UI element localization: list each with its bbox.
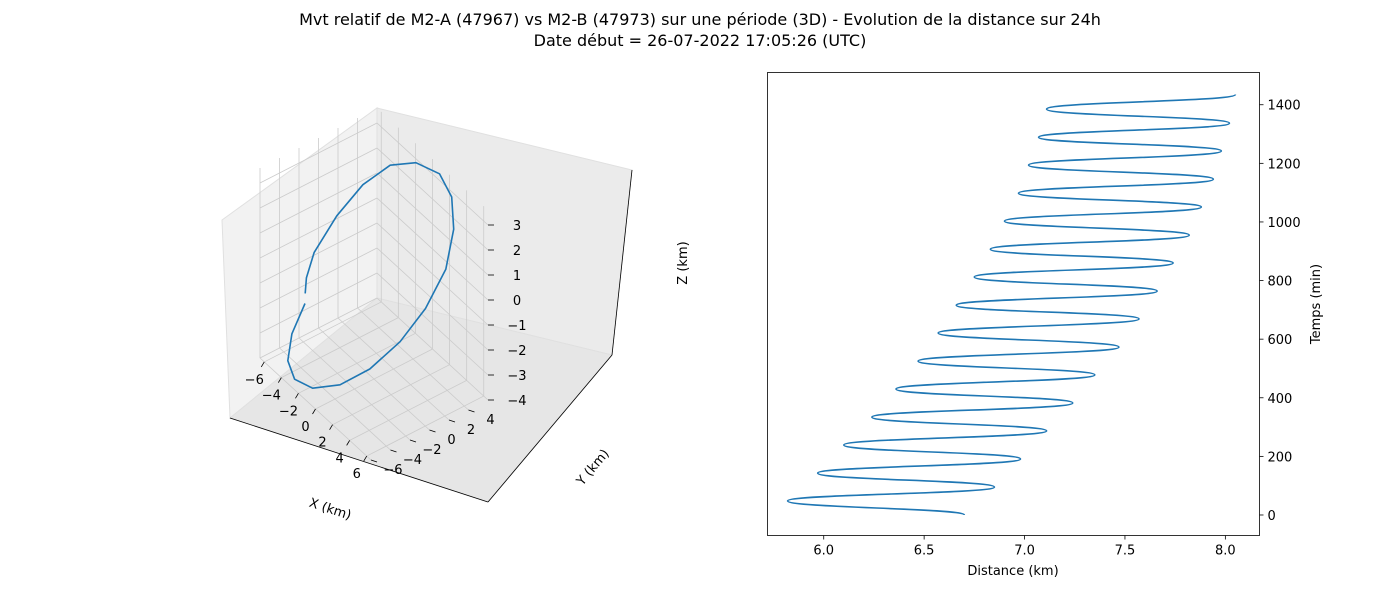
- y-tick-label: 600: [1268, 333, 1293, 348]
- y-axis-label: Y (km): [573, 447, 612, 490]
- z-tick-label: 2: [513, 244, 521, 259]
- x-tick-mark: [295, 393, 299, 399]
- ticks-2d: 6.0 6.5 7.0 7.5 8.0 0 200 400 600 800 1000 1200 1400: [813, 99, 1300, 559]
- x-tick-label: 7.0: [1014, 544, 1035, 559]
- z-axis-label: Z (km): [676, 241, 691, 284]
- grid-z-back: [376, 172, 489, 276]
- title-line-1: Mvt relatif de M2-A (47967) vs M2-B (479…: [299, 10, 1101, 29]
- grid-z-back: [376, 297, 489, 401]
- x-axis-label: X (km): [307, 496, 353, 524]
- x-tick-mark: [312, 408, 316, 415]
- x-tick-label: −4: [262, 389, 281, 404]
- x-tick-label: 4: [336, 451, 344, 466]
- z-tick-label: −3: [507, 369, 526, 384]
- y-tick-label: 1000: [1268, 216, 1301, 231]
- grid-z-side: [259, 172, 378, 234]
- y-tick-mark: [409, 439, 417, 443]
- plot-frame: [767, 72, 1260, 536]
- title-line-2: Date début = 26-07-2022 17:05:26 (UTC): [533, 31, 867, 50]
- grid-z-back: [376, 122, 489, 226]
- grid-z-side: [259, 222, 378, 284]
- y-tick-label: 1200: [1268, 157, 1301, 172]
- x-tick-label: 7.5: [1115, 544, 1136, 559]
- x-tick-label: 8.0: [1215, 544, 1236, 559]
- y-tick-mark: [370, 459, 378, 463]
- y-tick-label: 4: [486, 413, 494, 428]
- distance-series-line: [786, 93, 1237, 516]
- x-tick-label: 0: [301, 420, 309, 435]
- x-tick-mark: [278, 377, 282, 383]
- grid-z-side: [259, 297, 378, 359]
- grid-y-floor: [279, 347, 391, 451]
- orbit-series-line: [287, 161, 455, 389]
- grid-z-side: [259, 147, 378, 209]
- x-tick-mark: [363, 455, 368, 462]
- y-axis-line: [487, 354, 613, 503]
- y-tick-label: −4: [403, 453, 422, 468]
- x-tick-mark: [260, 361, 265, 368]
- y-tick-label: 0: [447, 433, 455, 448]
- grid-y-floor: [298, 337, 411, 441]
- z-axis-line: [611, 169, 633, 356]
- y-tick-label: 2: [467, 423, 475, 438]
- x-tick-label: 6.5: [914, 544, 935, 559]
- z-tick-label: 1: [513, 269, 521, 284]
- z-tick-label: 3: [513, 219, 521, 234]
- x-tick-label: −6: [245, 373, 264, 388]
- grid-z-side: [259, 197, 378, 259]
- grid-z-back: [376, 272, 489, 376]
- y-tick-label: 200: [1268, 450, 1293, 465]
- y-tick-label: 1400: [1268, 99, 1301, 114]
- z-tick-label: −2: [507, 344, 526, 359]
- x-tick-label: 6: [353, 467, 361, 482]
- z-tick-label: −4: [507, 394, 526, 409]
- grid-y-floor: [318, 327, 430, 431]
- grid-3d: [259, 111, 489, 461]
- x-tick-mark: [346, 440, 350, 446]
- z-tick-label: −1: [507, 319, 526, 334]
- distance-time-plot: 6.0 6.5 7.0 7.5 8.0 0 200 400 600 800 1000 1200 1400…: [767, 72, 1324, 579]
- y-tick-label: 0: [1268, 509, 1276, 524]
- grid-z-side: [259, 272, 378, 334]
- y-tick-mark: [429, 429, 436, 433]
- x-tick-label: 2: [318, 436, 326, 451]
- x-axis-line: [229, 417, 489, 503]
- x-tick-label: −2: [279, 404, 298, 419]
- x-axis-label-2d: Distance (km): [967, 564, 1058, 579]
- y-axis-label-2d: Temps (min): [1309, 264, 1324, 345]
- grid-z-back: [376, 197, 489, 301]
- z-tick-label: 0: [513, 294, 521, 309]
- x-tick-mark: [329, 424, 333, 430]
- y-tick-label: −6: [383, 463, 402, 478]
- x-tick-label: 6.0: [813, 544, 834, 559]
- y-tick-mark: [390, 449, 397, 453]
- grid-z-back: [376, 247, 489, 351]
- y-tick-label: 800: [1268, 275, 1293, 290]
- grid-y-floor: [357, 307, 469, 411]
- figure-title: Mvt relatif de M2-A (47967) vs M2-B (479…: [0, 9, 1400, 51]
- y-tick-mark: [448, 419, 456, 423]
- y-tick-label: −2: [422, 443, 441, 458]
- grid-z-side: [259, 247, 378, 309]
- y-tick-label: 400: [1268, 392, 1293, 407]
- grid-z-side: [259, 122, 378, 184]
- grid-y-floor: [337, 317, 450, 421]
- y-tick-mark: [468, 409, 475, 413]
- grid-z-back: [376, 222, 489, 326]
